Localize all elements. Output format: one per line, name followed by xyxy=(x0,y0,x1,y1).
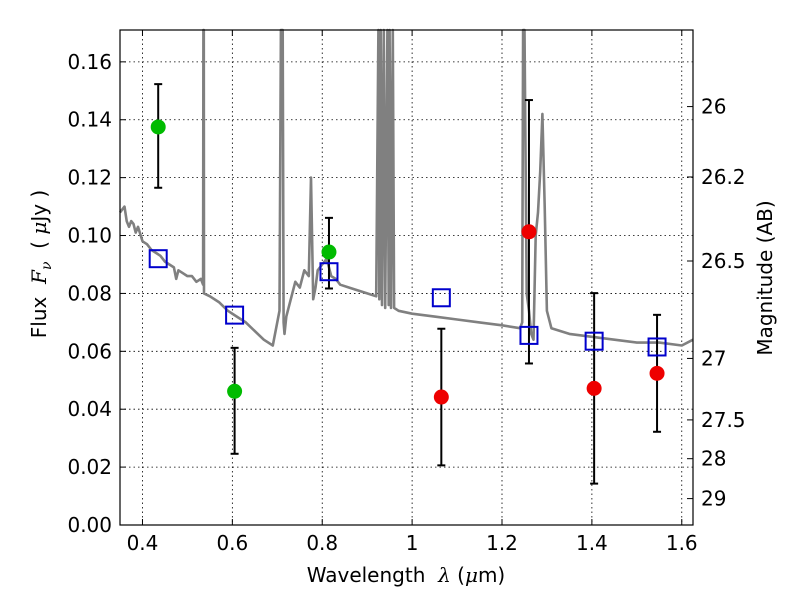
grid-lines xyxy=(120,30,693,526)
right-tick-label: 26.5 xyxy=(701,249,746,273)
model-point xyxy=(148,249,168,269)
x-tick-label: 0.4 xyxy=(127,531,159,555)
model-point xyxy=(319,262,339,282)
right-tick-label: 27.5 xyxy=(701,408,746,432)
right-tick-label: 26.2 xyxy=(701,165,746,189)
right-axis-label: Magnitude (AB) xyxy=(753,200,777,355)
model-spectrum xyxy=(118,28,694,347)
data-point xyxy=(521,224,537,240)
x-tick-label: 1 xyxy=(406,531,419,555)
data-point xyxy=(433,389,449,405)
x-tick-label: 1.4 xyxy=(576,531,608,555)
y-tick-label: 0.04 xyxy=(67,397,112,421)
y-tick-label: 0.10 xyxy=(67,224,112,248)
data-markers xyxy=(148,119,667,405)
model-point xyxy=(584,331,604,351)
x-tick-label: 1.2 xyxy=(486,531,518,555)
data-point xyxy=(321,244,337,260)
right-tick-label: 26 xyxy=(701,95,726,119)
model-point xyxy=(225,305,245,325)
data-point xyxy=(586,380,602,396)
right-tick-label: 28 xyxy=(701,447,726,471)
y-axis-label: Flux Fν ( μJy ) xyxy=(27,190,55,338)
right-tick-label: 29 xyxy=(701,487,726,511)
y-tick-label: 0.08 xyxy=(67,281,112,305)
y-tick-label: 0.06 xyxy=(67,339,112,363)
x-tick-label: 0.8 xyxy=(306,531,338,555)
y-tick-label: 0.14 xyxy=(67,108,112,132)
data-point xyxy=(649,365,665,381)
model-point xyxy=(519,325,539,345)
y-tick-label: 0.12 xyxy=(67,166,112,190)
y-tick-label: 0.02 xyxy=(67,455,112,479)
x-tick-label: 0.6 xyxy=(216,531,248,555)
axis-ticks: 0.4 0.6 0.8 1 1.2 1.4 1.6 0.00 0.02 0.04 0.06 0.08 0… xyxy=(67,30,746,555)
y-tick-label: 0.16 xyxy=(67,50,112,74)
data-point xyxy=(227,383,243,399)
plot-frame xyxy=(119,29,694,526)
y-tick-label: 0.00 xyxy=(67,513,112,537)
model-point xyxy=(647,337,667,357)
data-point xyxy=(150,119,166,135)
x-axis-label: Wavelength λ (μm) xyxy=(307,563,506,587)
right-tick-label: 27 xyxy=(701,346,726,370)
x-tick-label: 1.6 xyxy=(666,531,698,555)
error-bars xyxy=(154,83,662,485)
model-point xyxy=(431,288,451,308)
model-spectrum-line xyxy=(118,28,694,347)
